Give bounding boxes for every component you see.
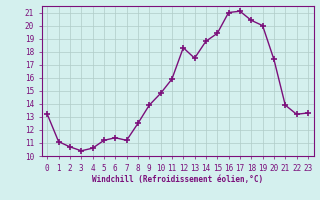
X-axis label: Windchill (Refroidissement éolien,°C): Windchill (Refroidissement éolien,°C)	[92, 175, 263, 184]
